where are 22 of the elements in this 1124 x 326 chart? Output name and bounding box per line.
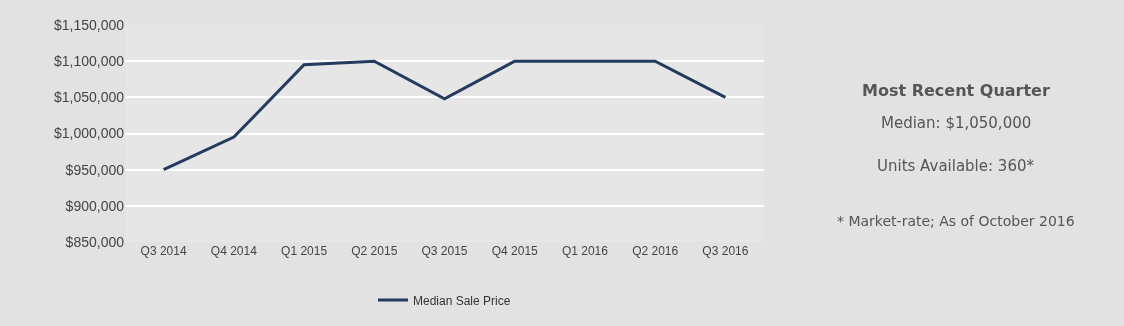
- y-tick-label: $1,000,000: [53, 125, 125, 142]
- text: Units Available: 360*: [877, 157, 1035, 175]
- y-tick-label: $900,000: [65, 197, 125, 214]
- x-tick-label: Q3 2015: [421, 244, 468, 258]
- text: * Market-rate; As of October 2016: [837, 213, 1075, 229]
- x-tick-label: Q1 2016: [561, 244, 609, 258]
- y-tick-label: $950,000: [65, 161, 125, 178]
- legend-label: Median Sale Price: [413, 293, 511, 308]
- y-tick-label: $1,100,000: [53, 53, 125, 70]
- x-tick-label: Q4 2015: [491, 244, 539, 258]
- x-tick-label: Q2 2015: [351, 244, 398, 258]
- y-tick-label: $1,050,000: [53, 89, 125, 106]
- y-tick-label: $850,000: [65, 233, 125, 250]
- text: Most Recent Quarter: [862, 81, 1050, 100]
- x-tick-label: Q1 2015: [281, 244, 328, 258]
- x-tick-label: Q2 2016: [632, 244, 679, 258]
- x-tick-label: Q4 2014: [210, 244, 258, 258]
- y-tick-label: $1,150,000: [53, 16, 125, 33]
- x-tick-label: Q3 2014: [140, 244, 187, 258]
- text: Median: $1,050,000: [881, 114, 1032, 132]
- x-tick-label: Q3 2016: [702, 244, 749, 258]
- line-series: [162, 59, 727, 172]
